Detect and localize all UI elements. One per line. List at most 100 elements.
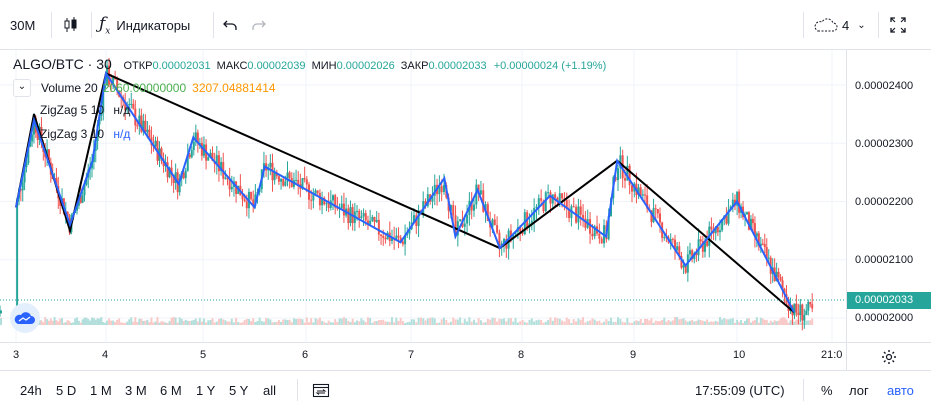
- candle-body: [334, 195, 337, 208]
- volume-bar: [491, 317, 494, 325]
- tradingview-logo[interactable]: [10, 303, 40, 333]
- volume-bar: [303, 322, 306, 325]
- volume-bar: [789, 320, 792, 325]
- toolbar-divider: [803, 379, 804, 401]
- volume-bar: [678, 319, 681, 325]
- candle-body: [811, 304, 814, 309]
- range-3m-button[interactable]: 3 M: [125, 371, 147, 409]
- candle-body: [245, 201, 248, 209]
- volume-bar: [461, 322, 464, 325]
- volume-bar: [104, 322, 107, 325]
- volume-bar: [205, 322, 208, 325]
- volume-bar: [410, 319, 413, 325]
- range-label: all: [263, 382, 277, 398]
- redo-icon: [252, 20, 266, 30]
- volume-bar: [112, 320, 115, 325]
- candle-body: [641, 194, 644, 196]
- interval-label: 30M: [10, 17, 36, 33]
- candle-body: [470, 200, 473, 211]
- volume-bar: [250, 321, 253, 325]
- chart-style-button[interactable]: [58, 0, 84, 50]
- volume-bar: [349, 322, 352, 325]
- range-1y-button[interactable]: 1 Y: [196, 371, 215, 409]
- candle-body: [697, 239, 700, 256]
- range-5d-button[interactable]: 5 D: [56, 371, 76, 409]
- indicators-button[interactable]: ƒx Индикаторы: [99, 0, 190, 50]
- volume-bar: [200, 321, 203, 325]
- range-6m-button[interactable]: 6 M: [160, 371, 182, 409]
- volume-bar: [669, 321, 672, 325]
- volume-bar: [118, 318, 121, 325]
- volume-bar: [684, 320, 687, 325]
- volume-bar: [76, 317, 79, 325]
- volume-bar: [426, 318, 429, 325]
- interval-button[interactable]: 30M: [10, 0, 44, 50]
- volume-bar: [703, 321, 706, 325]
- volume-bar: [753, 319, 756, 325]
- candle-body: [81, 195, 84, 203]
- symbol-title[interactable]: ALGO/BTC · 30: [13, 56, 112, 72]
- candle-body: [805, 310, 808, 315]
- time-axis[interactable]: 3 4 5 6 7 8 9 10 21:0: [0, 342, 846, 370]
- volume-bar: [290, 322, 293, 325]
- volume-bar: [184, 319, 187, 325]
- candle-body: [104, 85, 107, 89]
- volume-bar: [477, 318, 480, 325]
- candle-body: [146, 129, 149, 133]
- log-toggle[interactable]: лог: [849, 371, 869, 409]
- candle-body: [725, 215, 728, 224]
- volume-bar: [572, 319, 575, 325]
- percent-toggle[interactable]: %: [821, 371, 833, 409]
- settings-button[interactable]: [846, 342, 931, 370]
- volume-bar: [362, 320, 365, 325]
- range-label: 5 D: [56, 382, 77, 398]
- volume-bar: [235, 317, 238, 325]
- volume-bar: [55, 320, 58, 325]
- candle-body: [325, 203, 328, 205]
- go-to-date-button[interactable]: [312, 371, 330, 409]
- volume-bar: [528, 319, 531, 325]
- volume-bar: [194, 318, 197, 325]
- volume-bar: [51, 320, 54, 325]
- volume-bar: [267, 318, 270, 325]
- redo-button[interactable]: [251, 0, 271, 50]
- volume-bar: [614, 321, 617, 325]
- volume-bar: [166, 322, 169, 325]
- volume-bar: [307, 322, 310, 325]
- candle-body: [273, 172, 276, 181]
- auto-toggle[interactable]: авто: [887, 371, 914, 409]
- utc-clock[interactable]: 17:55:09 (UTC): [695, 371, 785, 409]
- candle-body: [207, 157, 210, 161]
- symbol-legend: ALGO/BTC · 30 ОТКР0.00002031 МАКС0.00002…: [13, 56, 606, 72]
- candle-body: [537, 198, 540, 207]
- range-1m-button[interactable]: 1 M: [90, 371, 112, 409]
- candle-body: [390, 238, 393, 241]
- candle-body: [303, 178, 306, 180]
- candle-body: [186, 154, 189, 171]
- range-5y-button[interactable]: 5 Y: [229, 371, 248, 409]
- undo-button[interactable]: [222, 0, 242, 50]
- candle-body: [714, 227, 717, 234]
- candle-body: [275, 172, 278, 177]
- range-24h-button[interactable]: 24h: [20, 371, 42, 409]
- layout-button[interactable]: 4 ⌄: [813, 0, 866, 50]
- volume-bar: [523, 322, 526, 325]
- fullscreen-button[interactable]: [889, 0, 909, 50]
- volume-bar: [575, 321, 578, 325]
- volume-bar: [619, 318, 622, 325]
- price-chart[interactable]: [0, 50, 846, 342]
- candle-body: [102, 88, 105, 113]
- volume-bar: [265, 318, 268, 325]
- chevron-down-icon: ⌄: [857, 19, 866, 31]
- current-price-tag: 0.00002033: [847, 292, 931, 309]
- chart-pane[interactable]: ALGO/BTC · 30 ОТКР0.00002031 МАКС0.00002…: [0, 50, 846, 342]
- time-tick-label: 3: [13, 349, 20, 361]
- candle-body: [314, 190, 317, 195]
- volume-bar: [650, 318, 653, 325]
- candle-body: [76, 205, 79, 211]
- range-all-button[interactable]: all: [263, 371, 276, 409]
- volume-bar: [77, 320, 80, 325]
- price-axis[interactable]: 0.00002400 0.00002300 0.00002200 0.00002…: [846, 50, 931, 342]
- collapse-legend-button[interactable]: ⌄: [13, 79, 31, 97]
- candle-body: [493, 219, 496, 226]
